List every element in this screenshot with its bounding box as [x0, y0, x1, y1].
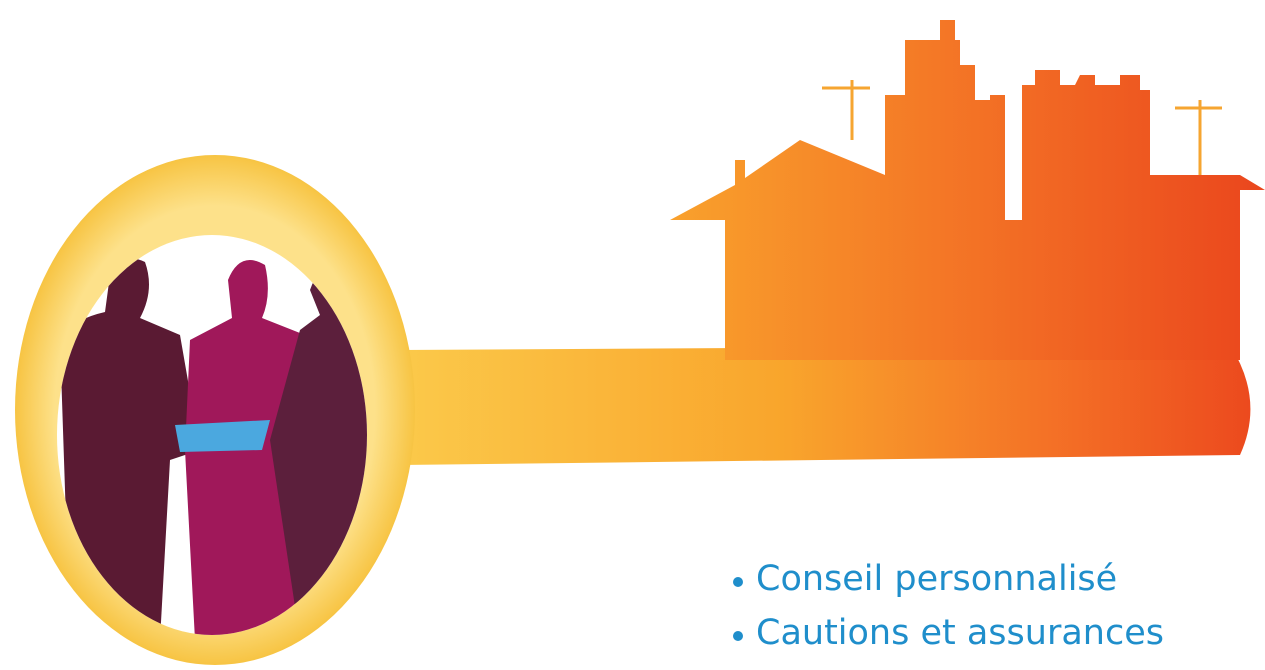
antennas [822, 80, 1222, 175]
people-silhouettes [60, 258, 367, 635]
house-silhouette [670, 20, 1265, 360]
bullet-text: Cautions et assurances [756, 613, 1164, 653]
bullet-dot [733, 631, 743, 641]
bullet-text: Conseil personnalisé [756, 559, 1117, 599]
bullet-dot [733, 577, 743, 587]
key-shaft [400, 345, 1251, 465]
